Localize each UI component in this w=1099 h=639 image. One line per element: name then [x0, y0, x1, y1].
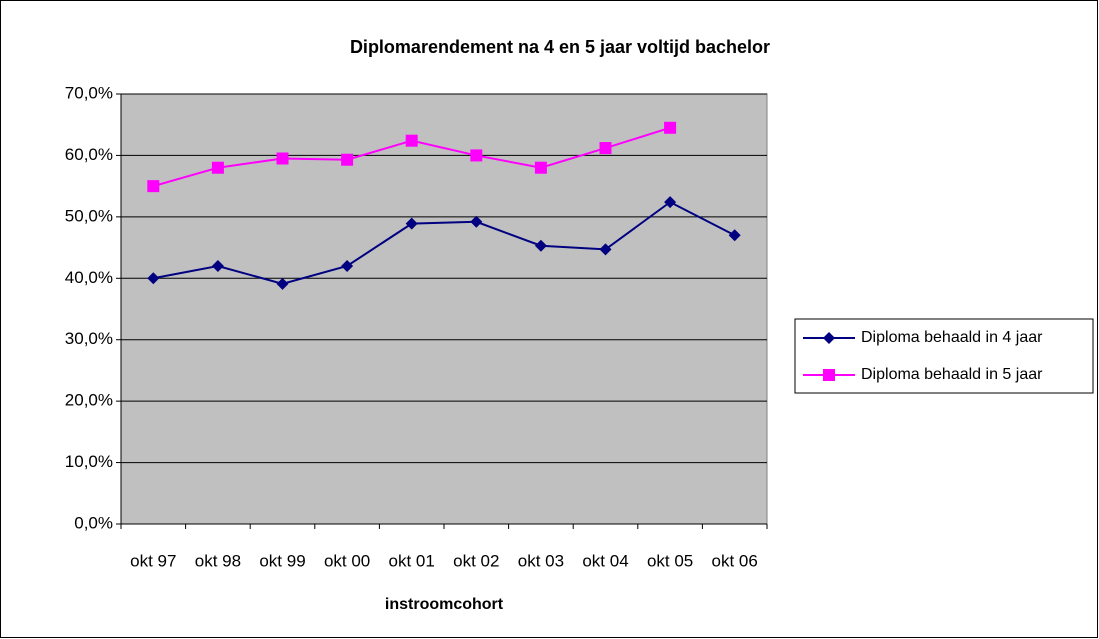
- y-tick-label: 0,0%: [74, 513, 113, 532]
- legend-box: [794, 318, 1094, 394]
- series-line: [153, 200, 736, 285]
- legend-label: Diploma behaald in 4 jaar: [861, 329, 1043, 346]
- marker: [470, 149, 483, 162]
- marker: [341, 153, 354, 166]
- marker: [211, 161, 224, 174]
- marker: [341, 260, 354, 272]
- legend-marker: [823, 332, 835, 344]
- marker: [534, 161, 547, 174]
- marker: [276, 277, 289, 290]
- marker: [147, 180, 160, 193]
- marker: [599, 243, 612, 256]
- x-tick-label: okt 03: [518, 551, 564, 570]
- marker: [728, 229, 741, 242]
- x-tick-label: okt 97: [130, 551, 176, 570]
- y-tick-label: 50,0%: [65, 206, 113, 225]
- marker: [211, 260, 224, 272]
- x-tick-label: okt 06: [712, 551, 758, 570]
- legend-marker: [823, 369, 835, 381]
- x-tick-label: okt 98: [195, 551, 241, 570]
- marker: [147, 272, 160, 285]
- y-tick-label: 70,0%: [65, 83, 113, 102]
- x-tick-label: okt 01: [389, 551, 435, 570]
- x-tick-label: okt 00: [324, 551, 370, 570]
- x-tick-label: okt 02: [453, 551, 499, 570]
- x-tick-label: okt 04: [582, 551, 628, 570]
- marker: [534, 239, 547, 252]
- marker: [664, 196, 677, 209]
- marker: [664, 121, 677, 134]
- chart-title: Diplomarendement na 4 en 5 jaar voltijd …: [350, 37, 770, 57]
- legend-label: Diploma behaald in 5 jaar: [861, 366, 1043, 383]
- marker: [405, 134, 418, 147]
- marker: [470, 215, 483, 228]
- plot-area: [120, 93, 768, 525]
- x-tick-label: okt 99: [259, 551, 305, 570]
- marker: [405, 217, 418, 230]
- x-tick-label: okt 05: [647, 551, 693, 570]
- y-tick-label: 10,0%: [65, 452, 113, 471]
- y-tick-label: 30,0%: [65, 329, 113, 348]
- marker: [599, 142, 612, 155]
- y-tick-label: 60,0%: [65, 145, 113, 164]
- y-tick-label: 40,0%: [65, 268, 113, 287]
- x-axis-label: instroomcohort: [385, 596, 504, 613]
- y-tick-label: 20,0%: [65, 391, 113, 410]
- marker: [276, 152, 289, 165]
